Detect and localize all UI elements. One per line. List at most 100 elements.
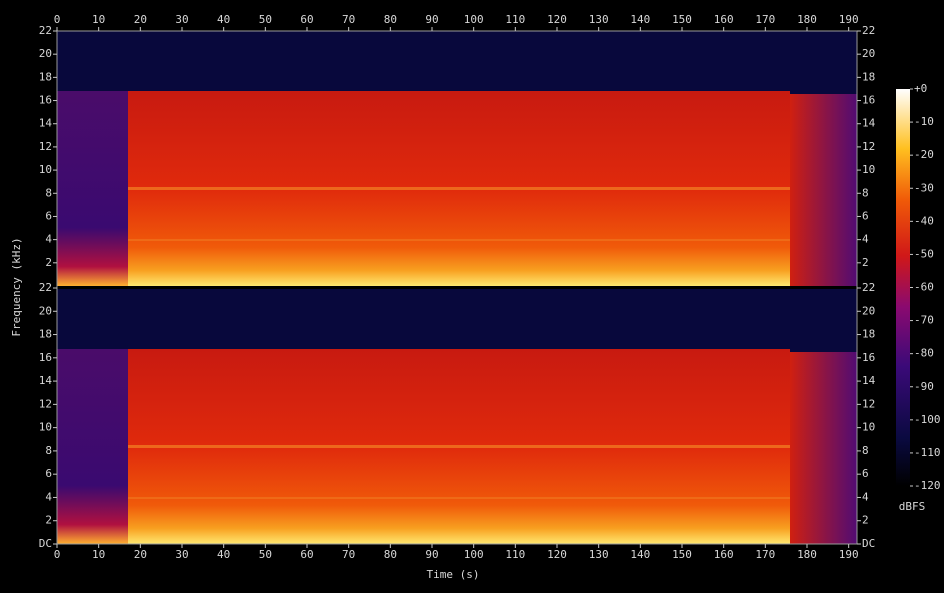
y-tick-label: 2 [45, 514, 52, 527]
y-tick-label: 4 [862, 490, 869, 503]
y-tick-label: 14 [862, 374, 876, 387]
colorbar-tick-label: -70 [914, 314, 934, 327]
spectrogram-image [57, 31, 857, 286]
x-tick-label: 70 [342, 548, 355, 561]
y-tick-label: 10 [862, 421, 875, 434]
x-tick-label: 10 [92, 548, 105, 561]
x-tick-label: 50 [259, 548, 272, 561]
x-tick-label: 120 [547, 13, 567, 26]
x-axis-label: Time (s) [427, 568, 480, 581]
y-tick-label: 10 [862, 163, 875, 176]
x-tick-label: 170 [755, 13, 775, 26]
x-tick-label: 100 [464, 13, 484, 26]
colorbar-tick-label: -40 [914, 214, 934, 227]
colorbar-tick-label: -110 [914, 446, 941, 459]
y-tick-label: 12 [862, 140, 875, 153]
x-tick-label: 30 [175, 548, 188, 561]
x-tick-label: 170 [755, 548, 775, 561]
y-tick-label: 14 [39, 117, 53, 130]
x-tick-label: 140 [630, 13, 650, 26]
colorbar-tick-label: +0 [914, 82, 927, 95]
colorbar-tick-label: -30 [914, 181, 934, 194]
x-tick-label: 90 [425, 548, 438, 561]
colorbar-tick-label: -60 [914, 281, 934, 294]
x-tick-label: 10 [92, 13, 105, 26]
x-tick-label: 30 [175, 13, 188, 26]
y-tick-label: 22 [862, 281, 875, 294]
y-tick-label: 2 [862, 514, 869, 527]
x-tick-label: 150 [672, 13, 692, 26]
x-tick-label: 100 [464, 548, 484, 561]
y-tick-label: 6 [45, 467, 52, 480]
y-tick-label: 6 [45, 209, 52, 222]
x-tick-label: 80 [384, 13, 397, 26]
y-tick-label: 16 [39, 94, 52, 107]
x-tick-label: 60 [300, 13, 313, 26]
y-tick-label: 18 [862, 328, 875, 341]
colorbar-tick-label: -100 [914, 413, 941, 426]
y-tick-label: 16 [39, 351, 52, 364]
x-tick-label: 0 [54, 13, 61, 26]
x-tick-label: 130 [589, 13, 609, 26]
y-tick-label: 20 [862, 47, 875, 60]
x-tick-label: 160 [714, 548, 734, 561]
y-tick-label: 8 [862, 444, 869, 457]
y-tick-label: 10 [39, 421, 52, 434]
y-tick-label: 18 [862, 70, 875, 83]
y-tick-label: 12 [39, 140, 52, 153]
x-tick-label: 50 [259, 13, 272, 26]
colorbar-tick-label: -80 [914, 347, 934, 360]
y-tick-label: 20 [39, 304, 52, 317]
x-tick-label: 90 [425, 13, 438, 26]
y-tick-label: DC [39, 537, 52, 550]
x-tick-label: 130 [589, 548, 609, 561]
x-tick-label: 180 [797, 13, 817, 26]
x-tick-label: 110 [505, 13, 525, 26]
y-tick-label: 10 [39, 163, 52, 176]
x-tick-label: 70 [342, 13, 355, 26]
x-tick-label: 80 [384, 548, 397, 561]
colorbar-tick-label: -90 [914, 380, 934, 393]
y-tick-label: 8 [862, 186, 869, 199]
y-tick-label: 22 [39, 24, 52, 37]
x-tick-label: 140 [630, 548, 650, 561]
y-tick-label: 16 [862, 94, 875, 107]
y-tick-label: 20 [862, 304, 875, 317]
x-tick-label: 0 [54, 548, 61, 561]
x-tick-label: 190 [839, 548, 859, 561]
y-tick-label: 16 [862, 351, 875, 364]
y-tick-label: 12 [862, 397, 875, 410]
x-tick-label: 20 [134, 548, 147, 561]
y-tick-label: 14 [862, 117, 876, 130]
colorbar-tick-label: -10 [914, 115, 934, 128]
x-tick-label: 110 [505, 548, 525, 561]
y-tick-label: 22 [862, 24, 875, 37]
spectrogram-image [57, 289, 857, 544]
y-tick-label: 6 [862, 467, 869, 480]
y-tick-label: 2 [45, 256, 52, 269]
x-tick-label: 180 [797, 548, 817, 561]
colorbar [896, 89, 910, 486]
x-tick-label: 20 [134, 13, 147, 26]
colorbar-tick-label: -50 [914, 247, 934, 260]
y-tick-label: 4 [45, 233, 52, 246]
colorbar-tick-label: -120 [914, 479, 941, 492]
colorbar-label: dBFS [899, 500, 926, 513]
y-tick-label: 14 [39, 374, 53, 387]
y-tick-label: 4 [45, 490, 52, 503]
y-tick-label: 6 [862, 209, 869, 222]
x-tick-label: 120 [547, 548, 567, 561]
y-tick-label: 2 [862, 256, 869, 269]
x-tick-label: 150 [672, 548, 692, 561]
y-tick-label: DC [862, 537, 875, 550]
y-tick-label: 22 [39, 281, 52, 294]
x-tick-label: 160 [714, 13, 734, 26]
y-tick-label: 18 [39, 70, 52, 83]
y-tick-label: 20 [39, 47, 52, 60]
y-tick-label: 8 [45, 186, 52, 199]
x-tick-label: 40 [217, 548, 230, 561]
y-tick-label: 18 [39, 328, 52, 341]
y-tick-label: 4 [862, 233, 869, 246]
